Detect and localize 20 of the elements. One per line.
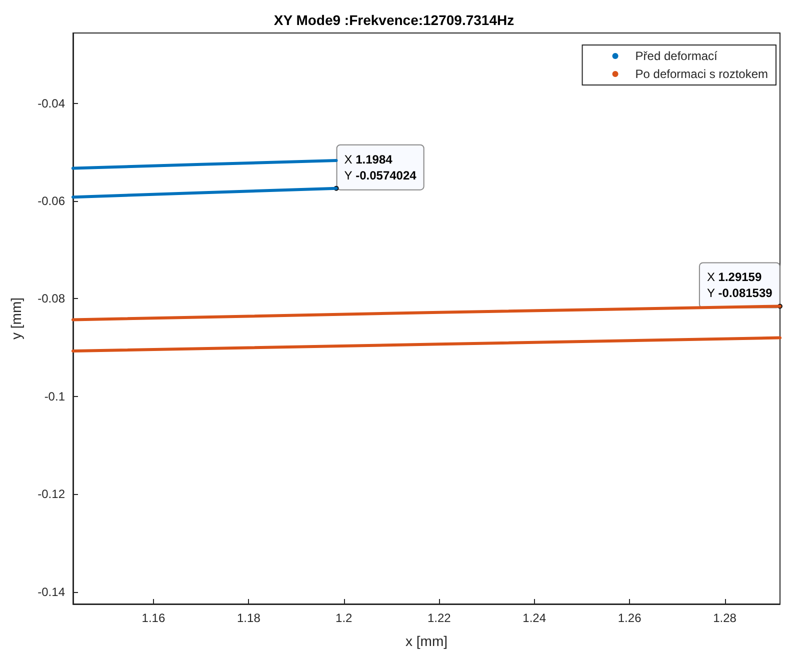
y-tick-label: -0.1 [44, 389, 66, 404]
x-tick-label: 1.28 [713, 611, 737, 625]
legend-label: Po deformaci s roztokem [635, 67, 768, 81]
legend-label: Před deformací [635, 49, 718, 63]
y-tick-label: -0.08 [38, 292, 66, 306]
x-axis-title: x [mm] [406, 633, 448, 649]
y-tick-label: -0.14 [38, 584, 66, 599]
annotation: X 1.1984 Y -0.0574024 [344, 152, 417, 182]
x-tick-label: 1.22 [427, 611, 452, 625]
x-tick-label: 1.2 [336, 611, 353, 625]
y-axis-title: y [mm] [8, 298, 24, 340]
y-tick-label: -0.12 [38, 487, 66, 502]
y-tick-label: -0.06 [38, 194, 66, 208]
x-tick-label: 1.18 [237, 611, 261, 625]
x-tick-label: 1.26 [618, 611, 642, 625]
annotation: X 1.29159 Y -0.081539 [706, 270, 773, 300]
x-tick-label: 1.24 [522, 611, 546, 625]
y-tick-label: -0.04 [38, 96, 66, 110]
x-tick-label: 1.16 [142, 611, 166, 625]
chart-title: XY Mode9 :Frekvence:12709.7314Hz [274, 12, 514, 28]
